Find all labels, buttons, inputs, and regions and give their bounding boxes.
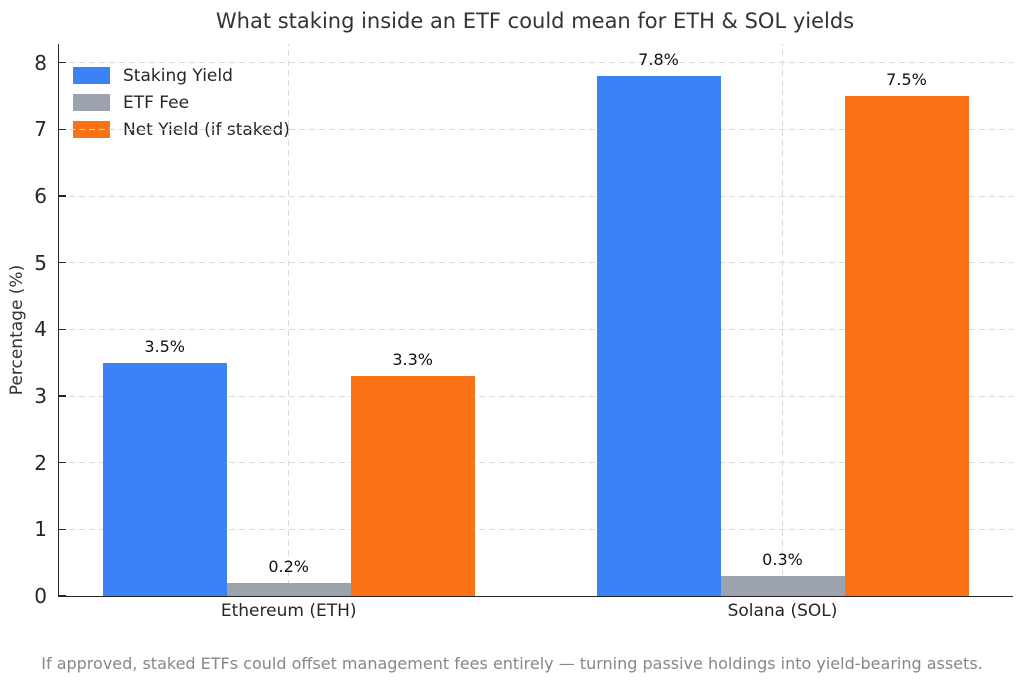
y-tick-mark — [59, 528, 66, 531]
y-tick-mark — [59, 328, 66, 331]
legend-label: Staking Yield — [123, 65, 233, 86]
bar-value-label: 3.5% — [144, 336, 186, 356]
legend: Staking Yield ETF Fee Net Yield (if staked… — [73, 62, 290, 143]
y-gridline — [59, 528, 1013, 530]
y-gridline — [59, 262, 1013, 264]
y-gridline — [59, 195, 1013, 197]
y-tick-mark — [59, 128, 66, 131]
legend-label: ETF Fee — [123, 92, 190, 113]
y-gridline — [59, 128, 1013, 130]
bar-etf-fee — [720, 576, 845, 596]
y-tick-label: 3 — [34, 384, 47, 408]
y-tick-mark — [59, 261, 66, 264]
y-tick-label: 8 — [34, 50, 47, 75]
bar-etf-fee — [226, 582, 351, 596]
y-gridline — [59, 462, 1013, 464]
y-tick-label: 0 — [34, 584, 47, 608]
y-tick-label: 5 — [34, 250, 47, 275]
y-tick-label: 1 — [34, 517, 47, 542]
y-tick-mark — [59, 395, 66, 397]
x-tick-label: Ethereum (ETH) — [220, 601, 357, 621]
bar-staking-yield — [102, 362, 227, 596]
y-gridline — [59, 395, 1013, 397]
y-tick-label: 2 — [34, 450, 47, 475]
footer-note: If approved, staked ETFs could offset ma… — [41, 654, 983, 673]
legend-swatch — [73, 94, 110, 111]
bar-value-label: 3.3% — [392, 350, 434, 369]
plot-area: Staking Yield ETF Fee Net Yield (if staked… — [34, 44, 1013, 621]
y-tick-label: 7 — [34, 117, 47, 142]
bar-value-label: 7.5% — [886, 70, 927, 89]
y-gridline — [59, 62, 1013, 64]
y-tick-mark — [59, 461, 66, 464]
x-gridline — [782, 44, 783, 596]
y-tick-label: 4 — [34, 317, 47, 342]
legend-item: ETF Fee — [73, 89, 290, 116]
legend-item: Staking Yield — [73, 62, 290, 89]
y-tick-mark — [59, 195, 66, 197]
chart-title: What staking inside an ETF could mean fo… — [215, 9, 855, 33]
legend-swatch — [73, 67, 110, 84]
y-gridline — [59, 328, 1013, 330]
y-tick-mark — [59, 595, 66, 597]
bar-staking-yield — [596, 76, 721, 596]
bar-value-label: 0.2% — [268, 556, 310, 576]
bar-net-yield-if-staked — [844, 96, 969, 596]
y-tick-label: 6 — [34, 184, 47, 208]
x-gridline — [288, 44, 290, 596]
bar-value-label: 0.3% — [762, 550, 803, 569]
y-tick-mark — [59, 61, 66, 64]
bar-value-label: 7.8% — [638, 50, 679, 69]
bar-net-yield-if-staked — [350, 376, 475, 596]
x-tick-label: Solana (SOL) — [727, 601, 838, 621]
